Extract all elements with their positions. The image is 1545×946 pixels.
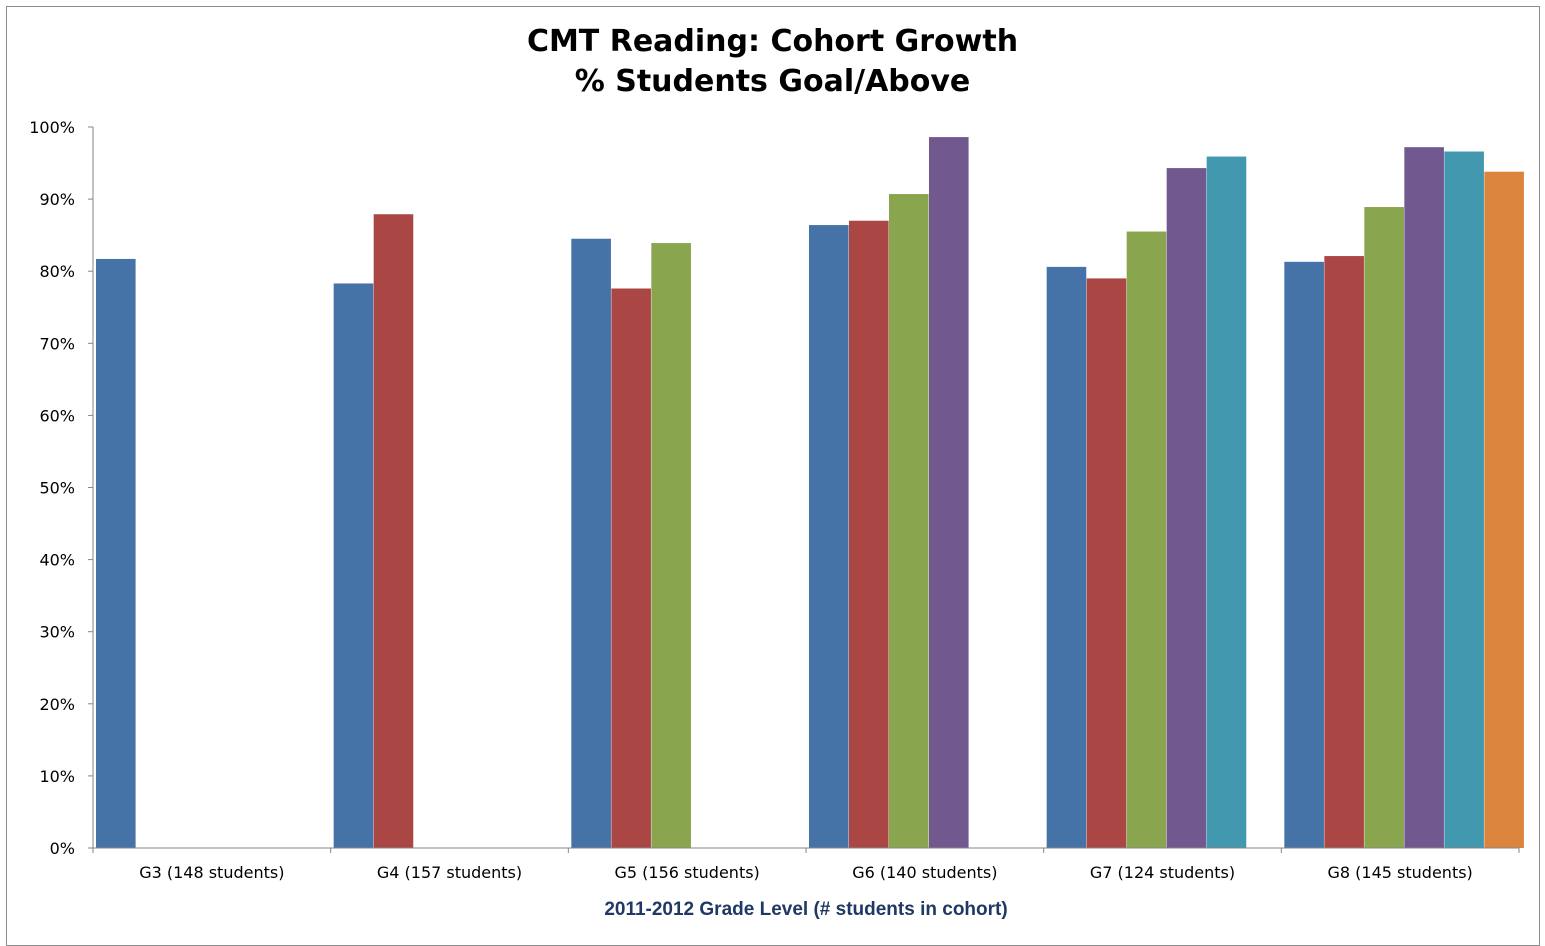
bar <box>889 194 929 849</box>
y-tick-label: 20% <box>39 695 75 714</box>
y-tick-label: 40% <box>39 551 75 570</box>
bar <box>809 225 849 848</box>
bar <box>571 238 611 848</box>
y-tick-label: 10% <box>39 767 75 786</box>
chart-title-line1: CMT Reading: Cohort Growth <box>526 24 1019 59</box>
x-tick-label: G4 (157 students) <box>377 863 522 882</box>
y-tick-label: 100% <box>29 118 75 137</box>
bar <box>1404 147 1444 849</box>
y-tick-label: 50% <box>39 479 75 498</box>
bar <box>1284 261 1324 848</box>
bar <box>1086 278 1127 848</box>
bar <box>1444 151 1484 848</box>
y-tick-label: 30% <box>39 623 75 642</box>
bar <box>333 283 374 848</box>
bar <box>611 288 651 848</box>
bar <box>96 258 136 848</box>
y-tick-label: 0% <box>50 839 75 858</box>
x-tick-label: G7 (124 students) <box>1090 863 1235 882</box>
bar <box>849 220 889 849</box>
y-tick-label: 70% <box>39 334 75 353</box>
bar <box>1046 266 1087 848</box>
chart-title: CMT Reading: Cohort Growth % Students Go… <box>0 22 1545 102</box>
bar <box>1166 168 1207 849</box>
bar <box>1126 231 1167 849</box>
y-tick-label: 60% <box>39 406 75 425</box>
bar <box>1364 207 1404 848</box>
x-tick-label: G8 (145 students) <box>1328 863 1473 882</box>
x-tick-label: G5 (156 students) <box>615 863 760 882</box>
bar <box>1324 256 1364 849</box>
y-tick-label: 90% <box>39 190 75 209</box>
chart-subtitle: % Students Goal/Above <box>574 64 971 99</box>
x-tick-label: G6 (140 students) <box>852 863 997 882</box>
x-axis-title: 2011-2012 Grade Level (# students in coh… <box>604 899 1008 920</box>
bar <box>929 137 969 848</box>
x-tick-label: G3 (148 students) <box>139 863 284 882</box>
bar <box>373 214 414 849</box>
bar <box>1484 171 1524 848</box>
bar <box>651 243 691 848</box>
y-tick-label: 80% <box>39 262 75 281</box>
bar <box>1206 156 1247 848</box>
